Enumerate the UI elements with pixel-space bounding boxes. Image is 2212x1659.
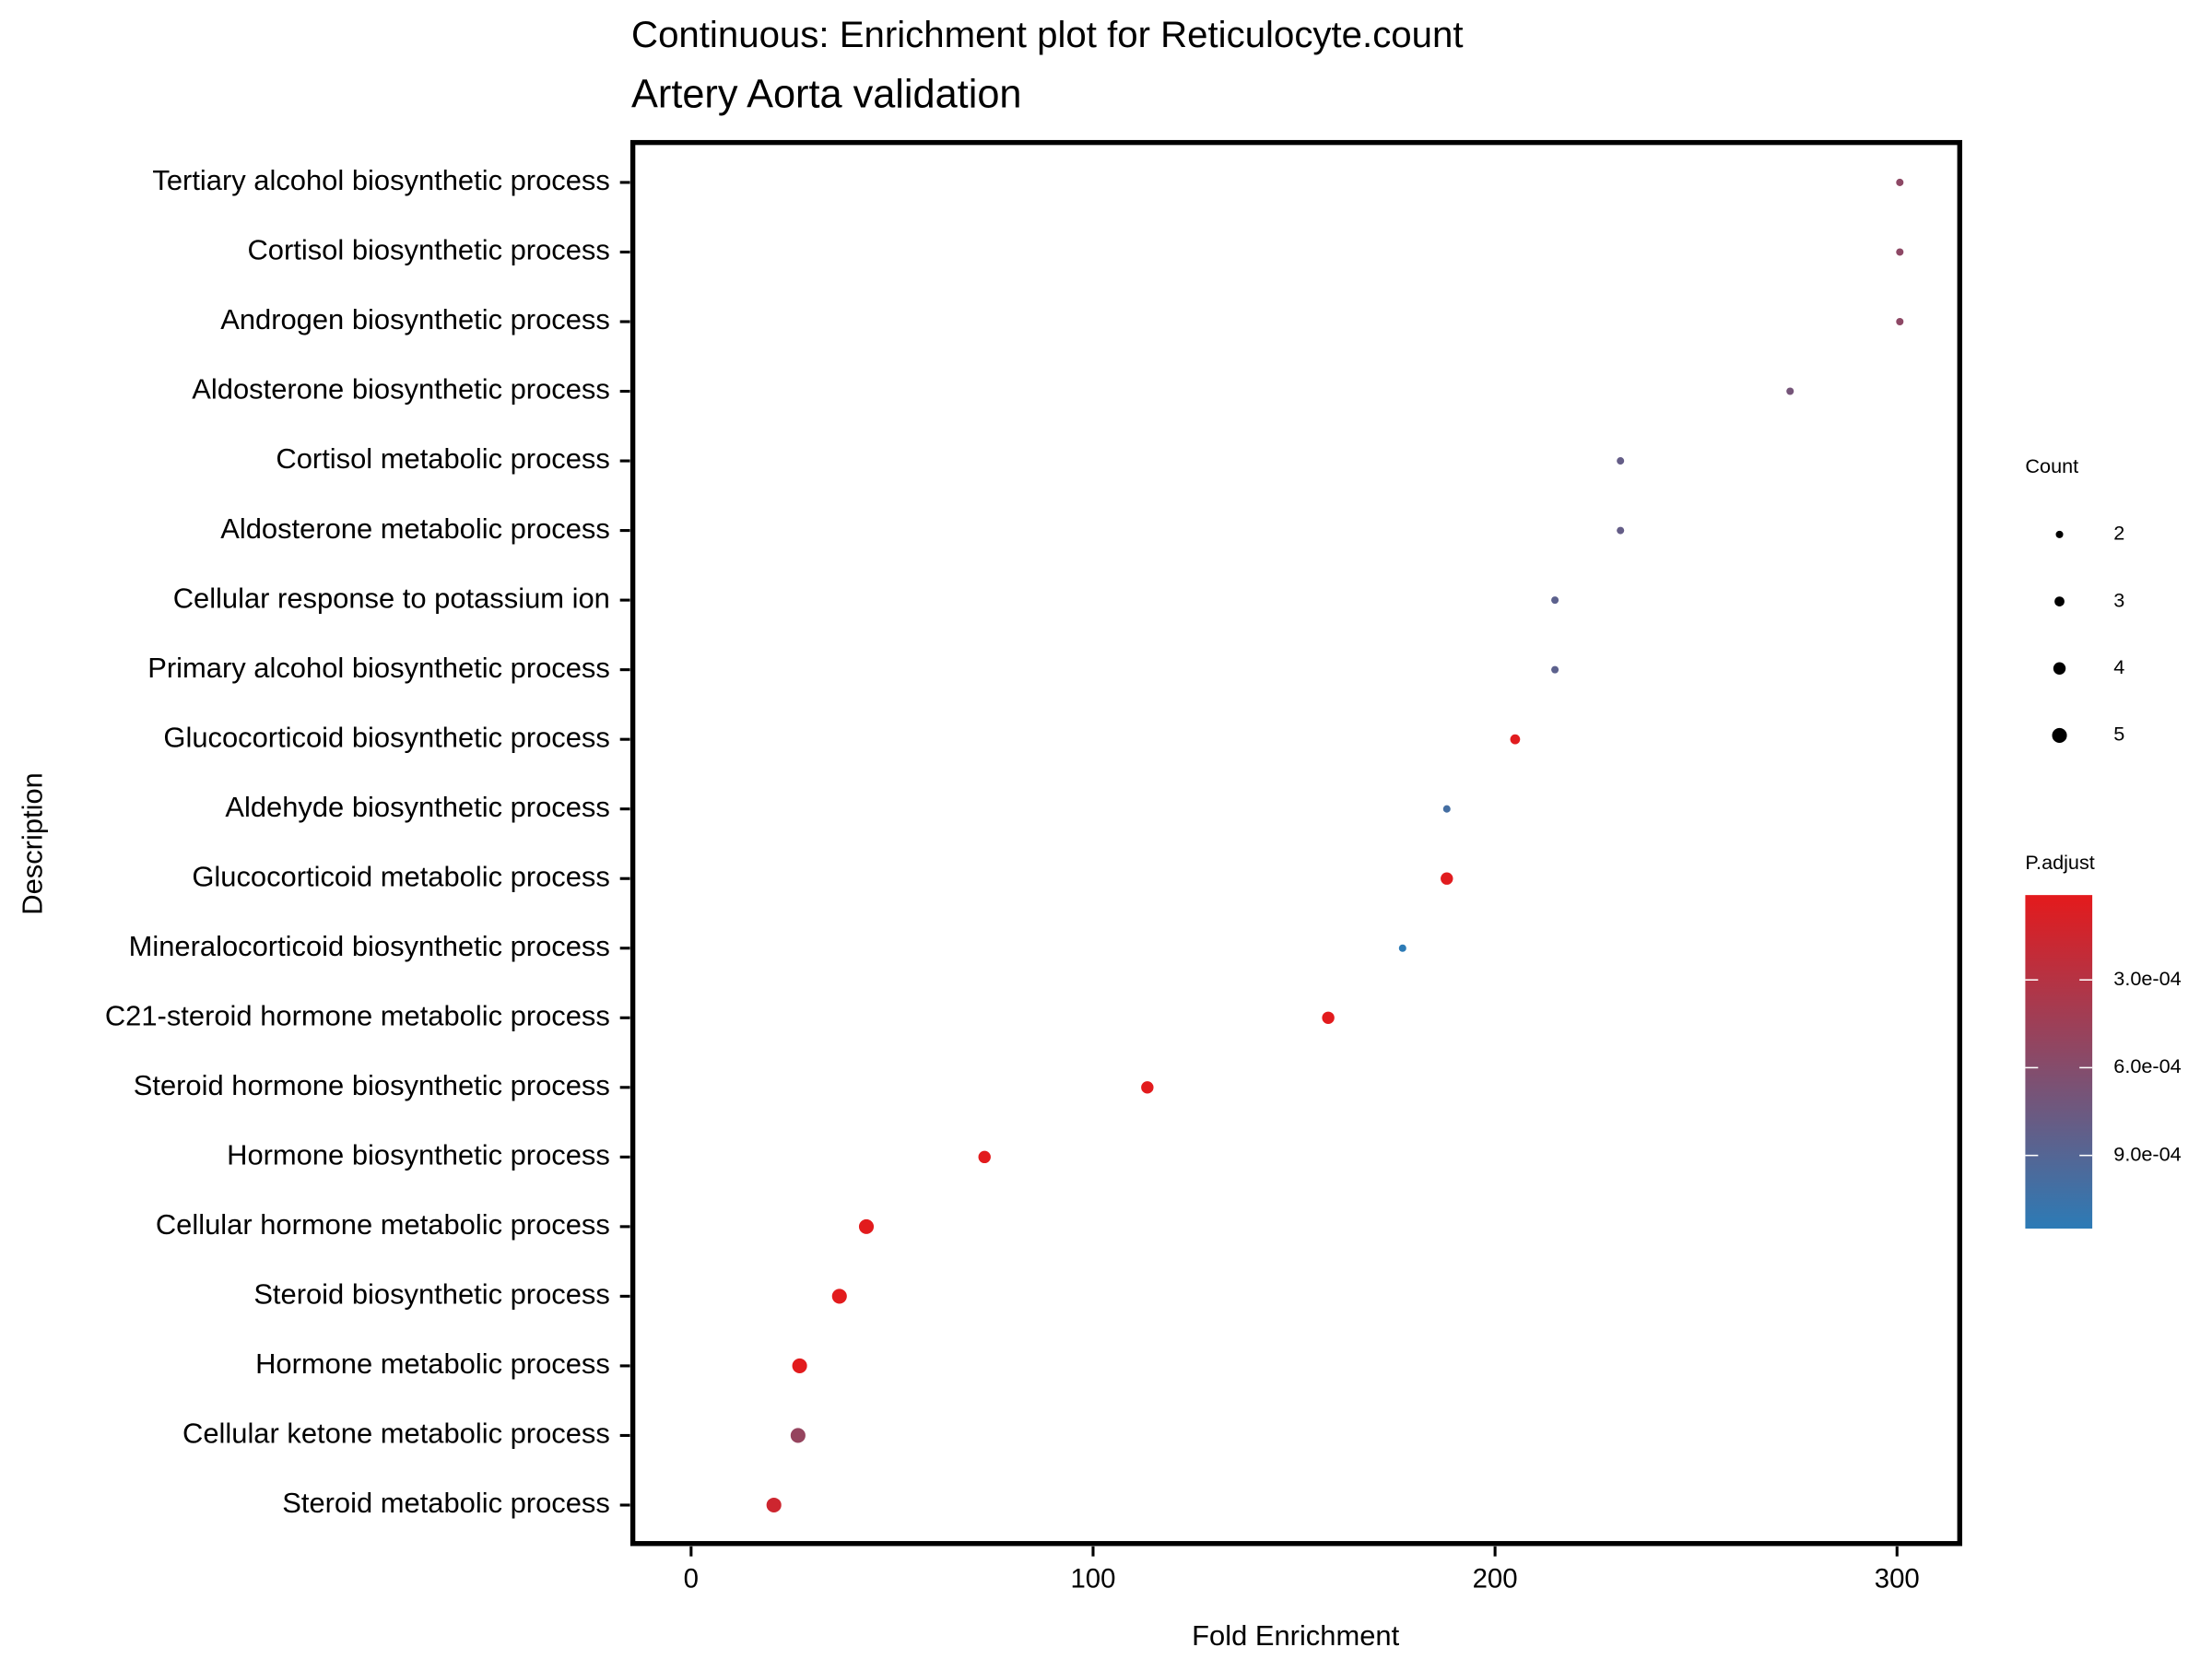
size-legend-key [2055, 530, 2064, 538]
chart-subtitle: Artery Aorta validation [631, 73, 1021, 117]
y-tick-label: Hormone metabolic process [255, 1347, 610, 1380]
dot [1398, 944, 1406, 952]
dot [858, 1218, 875, 1234]
size-legend-label: 4 [2113, 655, 2124, 678]
dot [1617, 457, 1625, 465]
x-tick-label: 200 [1473, 1564, 1518, 1594]
x-axis-label: Fold Enrichment [1192, 1619, 1399, 1652]
x-tick-label: 300 [1875, 1564, 1920, 1594]
dot [1617, 526, 1625, 535]
y-tick-label: Tertiary alcohol biosynthetic process [152, 164, 609, 196]
y-tick-label: Cortisol biosynthetic process [247, 234, 609, 266]
y-tick-label: Steroid biosynthetic process [253, 1278, 610, 1311]
y-tick-label: Aldehyde biosynthetic process [225, 791, 609, 823]
y-tick-label: Cellular hormone metabolic process [156, 1208, 610, 1241]
plot-panel [629, 139, 1962, 1547]
x-tick-label: 100 [1070, 1564, 1115, 1594]
chart-title: Continuous: Enrichment plot for Reticulo… [631, 14, 1463, 55]
color-bar [2025, 895, 2093, 1229]
y-tick-label: Aldosterone biosynthetic process [192, 373, 610, 406]
color-tick-label: 3.0e-04 [2113, 967, 2181, 990]
dot [766, 1497, 782, 1513]
dot [1510, 734, 1521, 745]
dot [978, 1150, 991, 1164]
size-legend-label: 3 [2113, 588, 2124, 611]
y-tick-label: Steroid hormone biosynthetic process [134, 1069, 610, 1101]
dot [1322, 1011, 1335, 1024]
y-tick-label: Hormone biosynthetic process [227, 1139, 610, 1171]
dot [1551, 665, 1559, 674]
dot [1896, 178, 1904, 186]
y-tick-label: Glucocorticoid biosynthetic process [163, 721, 609, 753]
dot [1896, 248, 1904, 256]
dot [1551, 596, 1559, 605]
y-tick-label: Androgen biosynthetic process [220, 303, 610, 335]
dot [1441, 872, 1453, 885]
size-legend-label: 2 [2113, 522, 2124, 545]
y-tick-label: Cellular ketone metabolic process [182, 1418, 610, 1450]
dot [1786, 387, 1794, 395]
y-tick-label: Cortisol metabolic process [276, 442, 609, 475]
y-tick-label: Steroid metabolic process [282, 1487, 610, 1519]
size-legend-title: Count [2025, 454, 2078, 477]
y-tick-label: Aldosterone metabolic process [220, 512, 610, 545]
dot [790, 1428, 806, 1443]
y-tick-label: Mineralocorticoid biosynthetic process [129, 930, 610, 962]
x-tick-label: 0 [684, 1564, 699, 1594]
size-legend-key [2053, 662, 2066, 675]
dot [1896, 317, 1904, 326]
y-tick-label: Cellular response to potassium ion [173, 582, 610, 614]
y-tick-label: Primary alcohol biosynthetic process [147, 652, 610, 684]
dot [1442, 805, 1451, 813]
y-axis-label: Description [16, 772, 48, 915]
size-legend-label: 5 [2113, 723, 2124, 746]
y-tick-label: C21-steroid hormone metabolic process [105, 999, 610, 1031]
y-tick-label: Glucocorticoid metabolic process [192, 860, 609, 892]
size-legend-key [2052, 727, 2067, 743]
dot [1141, 1081, 1154, 1094]
dot [831, 1288, 847, 1304]
color-tick-label: 6.0e-04 [2113, 1054, 2181, 1077]
size-legend-key [2054, 596, 2065, 606]
color-legend-title: P.adjust [2025, 851, 2094, 874]
color-tick-label: 9.0e-04 [2113, 1142, 2181, 1165]
dot [792, 1358, 807, 1373]
